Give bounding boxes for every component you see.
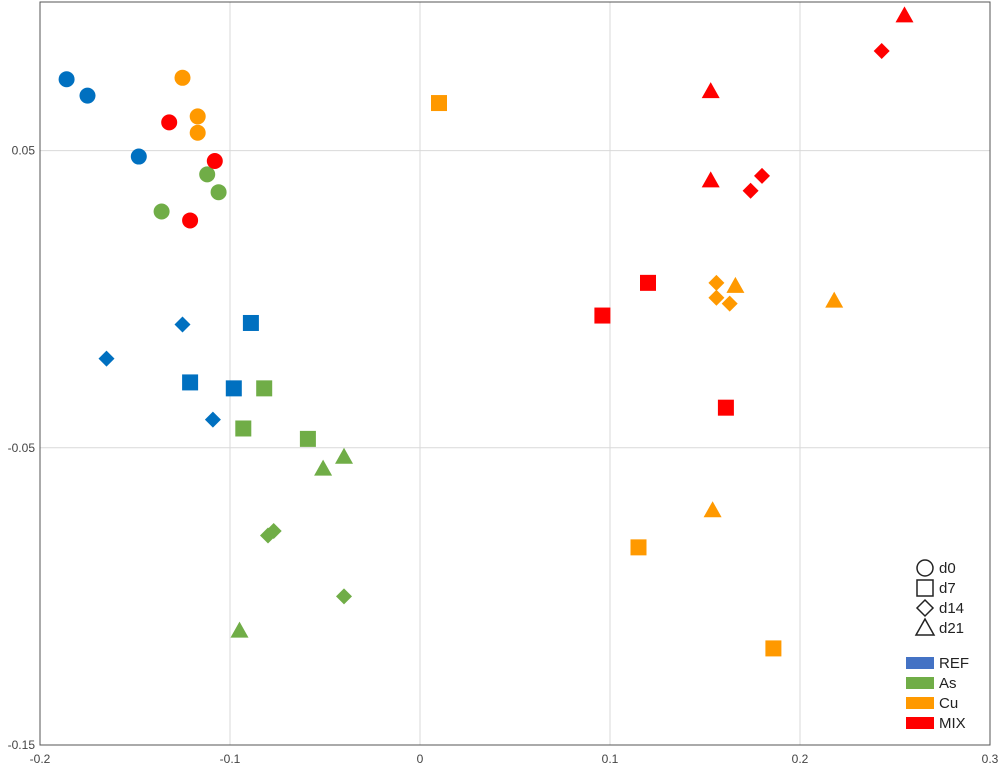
series-ref <box>58 71 259 428</box>
data-point-square <box>256 380 273 397</box>
legend-label: REF <box>939 655 969 672</box>
legend: d0 d7 d14 d21 REF As Cu MIX <box>906 559 969 732</box>
data-point-diamond <box>265 523 282 540</box>
data-points <box>58 6 914 657</box>
y-tick-label: -0.05 <box>8 441 36 455</box>
legend-label: MIX <box>939 715 966 732</box>
data-point-triangle <box>701 171 720 188</box>
data-point-square <box>182 374 199 391</box>
y-tick-label: 0.05 <box>12 144 36 158</box>
data-point-diamond <box>873 43 890 60</box>
data-point-triangle <box>335 447 353 464</box>
legend-label: d7 <box>939 580 956 597</box>
x-tick-label: -0.1 <box>220 752 241 766</box>
data-point-diamond <box>721 295 738 312</box>
data-point-diamond <box>708 289 725 306</box>
legend-triangle-icon <box>914 617 936 636</box>
data-point-circle <box>182 212 199 229</box>
data-point-circle <box>58 71 75 88</box>
legend-label: d14 <box>939 600 964 617</box>
data-point-circle <box>174 69 191 86</box>
data-point-square <box>630 539 647 556</box>
data-point-circle <box>161 114 178 131</box>
data-point-circle <box>199 166 216 183</box>
legend-color-swatch <box>906 717 934 729</box>
data-point-circle <box>206 153 223 170</box>
data-point-diamond <box>98 350 115 367</box>
data-point-square <box>299 430 316 447</box>
legend-diamond-icon <box>915 598 935 618</box>
grid-lines <box>40 2 990 745</box>
legend-color-swatch <box>906 697 934 709</box>
data-point-triangle <box>703 501 722 518</box>
x-tick-label: 0 <box>417 752 424 766</box>
legend-label: As <box>939 675 957 692</box>
legend-color-swatch <box>906 657 934 669</box>
data-point-diamond <box>336 588 352 605</box>
x-tick-label: 0.1 <box>602 752 619 766</box>
data-point-square <box>235 420 252 437</box>
y-tick-label: -0.15 <box>8 738 36 752</box>
axis-tick-labels: -0.2 -0.1 0 0.1 0.2 0.3 0.05 -0.05 -0.15 <box>8 144 999 766</box>
data-point-triangle <box>895 6 914 23</box>
data-point-diamond <box>204 411 221 428</box>
series-as <box>153 166 353 638</box>
x-tick-label: -0.2 <box>30 752 51 766</box>
data-point-square <box>765 640 782 657</box>
data-point-square <box>242 314 259 331</box>
legend-label: d0 <box>939 560 956 577</box>
data-point-diamond <box>742 182 759 199</box>
legend-label: Cu <box>939 695 958 712</box>
data-point-circle <box>153 203 170 220</box>
data-point-square <box>594 307 611 324</box>
data-point-square <box>431 95 447 112</box>
series-mix <box>161 6 914 416</box>
x-tick-label: 0.3 <box>982 752 999 766</box>
data-point-triangle <box>825 291 844 308</box>
legend-square-icon <box>916 579 934 597</box>
data-point-square <box>640 274 656 291</box>
data-point-circle <box>130 148 147 165</box>
plot-area-border <box>39 1 991 746</box>
data-point-circle <box>79 87 96 104</box>
data-point-diamond <box>708 274 725 291</box>
data-point-triangle <box>314 459 333 476</box>
data-point-diamond <box>754 167 770 184</box>
data-point-square <box>717 399 734 416</box>
data-point-circle <box>189 108 206 125</box>
x-tick-label: 0.2 <box>792 752 809 766</box>
series-cu <box>174 69 844 657</box>
data-point-diamond <box>174 316 191 333</box>
data-point-circle <box>189 124 206 141</box>
legend-circle-icon <box>916 559 934 577</box>
data-point-circle <box>210 184 227 201</box>
legend-label: d21 <box>939 620 964 637</box>
data-point-triangle <box>230 621 249 638</box>
data-point-square <box>225 380 242 397</box>
data-point-triangle <box>726 276 745 293</box>
data-point-triangle <box>701 82 720 99</box>
legend-color-swatch <box>906 677 934 689</box>
